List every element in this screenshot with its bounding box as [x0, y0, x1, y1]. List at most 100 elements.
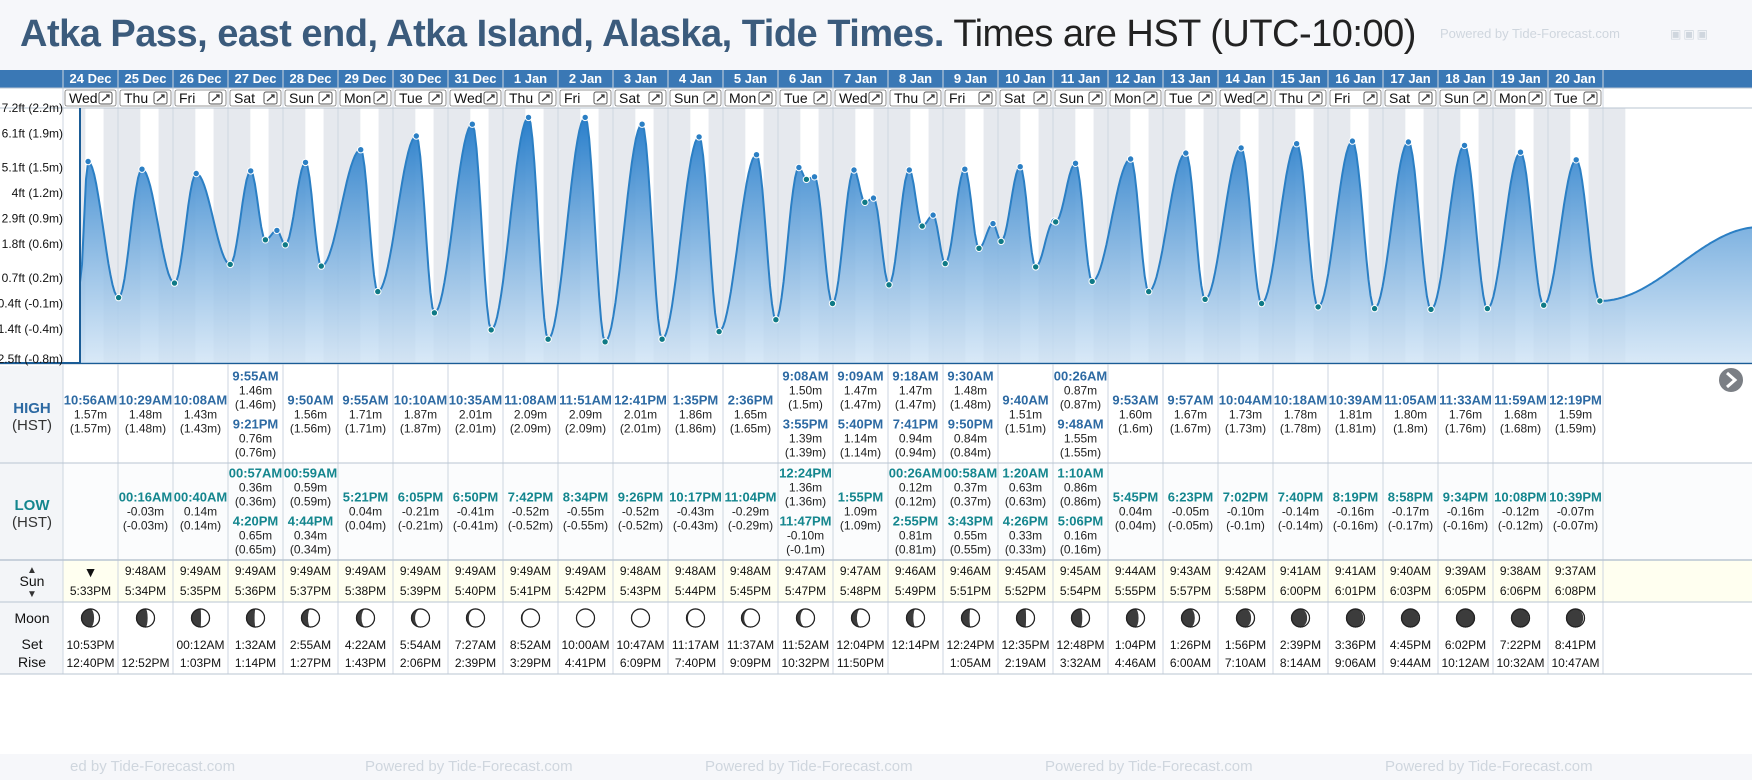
moon-outline [850, 608, 871, 628]
low-tide-height-alt: (-0.55m) [563, 519, 608, 533]
scroll-right-button[interactable] [1717, 366, 1745, 394]
low-tide-height-alt: (0.59m) [290, 495, 331, 509]
moonset-time: 4:45PM [1390, 638, 1431, 652]
low-tide-height: 0.04m [349, 505, 382, 519]
high-tide-point [1071, 159, 1080, 168]
high-tide-point [1348, 137, 1357, 145]
moon-phase-lit [145, 609, 155, 627]
sunset-time: 5:51PM [950, 584, 991, 598]
low-tide-point [941, 259, 949, 268]
moon-outline [465, 608, 486, 628]
low-tide-point [1088, 277, 1096, 286]
y-axis-tick-label: 1.8ft (0.6m) [2, 237, 63, 251]
high-tide-height: 1.71m [349, 408, 382, 422]
high-tide-height-alt: (1.56m) [290, 422, 331, 436]
moon-outline [740, 608, 761, 628]
sunrise-time: 9:47AM [840, 564, 881, 578]
low-tide-time: 10:08PM [1494, 490, 1547, 505]
low-tide-height: 0.33m [1009, 529, 1042, 543]
low-tide-height: -0.10m [787, 529, 824, 543]
high-tide-height: 1.59m [1559, 408, 1592, 422]
low-tide-height-alt: (0.37m) [950, 495, 991, 509]
sunset-time: 5:55PM [1115, 584, 1156, 598]
high-tide-time: 9:55AM [232, 369, 278, 384]
title-location: Atka Pass, east end, Atka Island, Alaska… [20, 13, 944, 55]
date-label: 9 Jan [954, 71, 987, 86]
low-tide-height-alt: (-0.03m) [123, 519, 168, 533]
expand-arrow-icon [101, 94, 110, 102]
expand-arrow-icon [1036, 94, 1045, 102]
moon-phase-lit [800, 609, 815, 627]
sunrise-time: 9:49AM [180, 564, 221, 578]
high-tide-height-alt: (1.14m) [840, 446, 881, 460]
high-tide-time: 10:56AM [64, 393, 117, 408]
low-tide-time: 00:58AM [944, 466, 997, 481]
y-axis-tick-label: 5.1ft (1.5m) [2, 161, 63, 175]
high-tide-time: 10:35AM [449, 393, 502, 408]
low-tide-height-alt: (-0.29m) [728, 519, 773, 533]
date-label: 6 Jan [789, 71, 822, 86]
day-of-week: Thu [124, 90, 148, 106]
moonrise-time: 10:12AM [1441, 656, 1489, 670]
date-label: 24 Dec [70, 71, 112, 86]
high-tide-time: 00:26AM [1054, 369, 1107, 384]
high-tide-height-alt: (1.5m) [788, 398, 823, 412]
moonrise-time: 2:19AM [1005, 656, 1046, 670]
high-tide-height-alt: (1.48m) [950, 398, 991, 412]
low-tide-point [1596, 297, 1604, 305]
expand-arrow-icon [1476, 94, 1485, 102]
sunrise-time: 9:45AM [1060, 564, 1101, 578]
high-tide-time: 3:55PM [783, 417, 829, 432]
low-tide-point [317, 262, 325, 270]
low-tide-height-alt: (-0.14m) [1278, 519, 1323, 533]
low-tide-time: 9:26PM [618, 490, 664, 505]
high-tide-height-alt: (1.6m) [1118, 422, 1153, 436]
moonset-time: 8:41PM [1555, 638, 1596, 652]
high-tide-height: 0.84m [954, 432, 987, 446]
moon-outline [1455, 608, 1476, 628]
low-tide-time: 10:39PM [1549, 490, 1602, 505]
high-tide-time: 12:41PM [614, 393, 667, 408]
high-row-label: HIGH [13, 400, 51, 417]
high-tide-point [468, 120, 476, 128]
low-tide-point [1257, 299, 1266, 308]
low-row-tz: (HST) [12, 514, 52, 531]
day-of-week: Tue [399, 90, 423, 106]
sunset-time: 5:35PM [180, 584, 221, 598]
low-tide-height: -0.16m [1447, 505, 1484, 519]
date-label: 12 Jan [1115, 71, 1156, 86]
low-tide-time: 6:50PM [453, 490, 499, 505]
moonrise-time: 4:41PM [565, 656, 606, 670]
low-tide-point [170, 279, 179, 287]
moonrise-time: 10:47AM [1551, 656, 1599, 670]
day-of-week: Sat [234, 90, 255, 106]
title-timezone: Times are HST (UTC-10:00) [953, 13, 1416, 55]
low-tide-height: -0.05m [1172, 505, 1209, 519]
axis-bg [0, 108, 80, 363]
low-tide-time: 1:55PM [838, 490, 884, 505]
moon-phase-lit [415, 609, 430, 627]
moon-phase-lit [254, 609, 265, 627]
low-tide-height: -0.41m [457, 505, 494, 519]
date-label: 5 Jan [734, 71, 767, 86]
moonset-time: 1:26PM [1170, 638, 1211, 652]
moon-phase-lit [522, 609, 540, 627]
high-tide-point [1182, 149, 1190, 157]
expand-arrow-icon [1311, 94, 1320, 102]
low-tide-height-alt: (-0.17m) [1388, 519, 1433, 533]
high-tide-height-alt: (1.39m) [785, 446, 826, 460]
moonset-time: 10:53PM [66, 638, 114, 652]
high-tide-height: 1.43m [184, 408, 217, 422]
high-tide-height-alt: (1.86m) [675, 422, 716, 436]
high-tide-time: 9:50AM [287, 393, 333, 408]
low-tide-height: -0.52m [622, 505, 659, 519]
day-of-week: Sun [1444, 90, 1469, 106]
low-tide-time: 6:05PM [398, 490, 444, 505]
low-tide-time: 11:47PM [779, 514, 831, 529]
high-tide-height: 2.09m [569, 408, 602, 422]
moonrise-time: 6:09PM [620, 656, 661, 670]
moonset-row-label: Set [21, 636, 42, 652]
expand-arrow-icon [1366, 94, 1375, 102]
low-tide-time: 11:04PM [724, 490, 776, 505]
moon-phase-lit [913, 609, 925, 627]
